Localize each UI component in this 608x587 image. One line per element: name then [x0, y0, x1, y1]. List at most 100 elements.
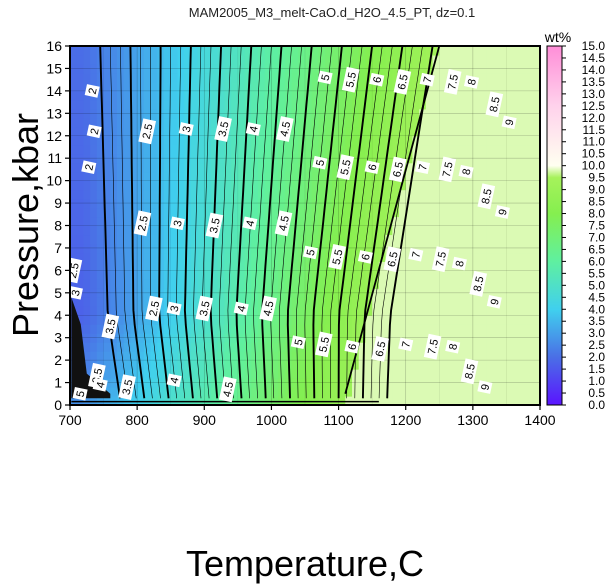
- field-cell: [385, 378, 393, 388]
- field-cell: [318, 216, 326, 227]
- colorbar-tick-label: 14.0: [582, 63, 606, 77]
- field-cell: [419, 126, 427, 137]
- field-cell: [338, 144, 346, 155]
- field-cell: [103, 117, 111, 128]
- field-cell: [519, 315, 528, 325]
- field-cell: [358, 207, 367, 218]
- field-cell: [432, 63, 440, 74]
- field-cell: [164, 81, 172, 92]
- contour-line: [110, 46, 129, 399]
- field-cell: [90, 324, 98, 334]
- field-cell: [305, 189, 313, 200]
- field-cell: [110, 144, 118, 155]
- contour-label-text: 5.5: [339, 159, 354, 176]
- field-cell: [506, 387, 514, 397]
- field-cell: [264, 396, 273, 405]
- field-cell: [385, 54, 393, 65]
- field-cell: [130, 324, 138, 334]
- field-cell: [499, 351, 508, 361]
- field-cell: [493, 135, 501, 146]
- field-cell: [117, 90, 125, 101]
- field-cell: [204, 351, 212, 361]
- field-cell: [130, 225, 138, 236]
- field-cell: [278, 99, 286, 110]
- field-cell: [499, 252, 508, 262]
- field-cell: [244, 234, 252, 245]
- field-cell: [305, 99, 313, 110]
- field-cell: [110, 72, 118, 83]
- field-cell: [271, 387, 279, 397]
- field-cell: [499, 369, 508, 379]
- field-cell: [90, 297, 98, 307]
- field-cell: [452, 252, 461, 262]
- field-cell: [533, 261, 540, 271]
- field-cell: [96, 396, 105, 405]
- contour-label-text: 4: [95, 381, 108, 389]
- field-cell: [117, 117, 125, 128]
- field-cell: [459, 207, 467, 218]
- contour-label-text: 4.5: [278, 120, 293, 137]
- field-cell: [70, 180, 78, 191]
- field-cell: [204, 234, 212, 245]
- field-cell: [452, 243, 461, 254]
- field-cell: [90, 171, 98, 182]
- field-cell: [425, 144, 434, 155]
- field-cell: [76, 117, 85, 128]
- field-cell: [513, 135, 521, 146]
- field-cell: [271, 198, 279, 209]
- field-cell: [338, 351, 346, 361]
- field-cell: [190, 306, 199, 316]
- field-cell: [170, 234, 179, 245]
- field-cell: [493, 243, 501, 254]
- y-tick-label: 12: [46, 128, 62, 144]
- field-cell: [110, 117, 118, 128]
- field-cell: [358, 333, 367, 343]
- contour-label: 5.5: [336, 154, 355, 181]
- field-cell: [519, 396, 528, 405]
- field-cell: [217, 270, 226, 280]
- field-cell: [311, 198, 320, 209]
- field-cell: [392, 63, 400, 74]
- field-cell: [231, 234, 239, 245]
- field-cell: [224, 99, 232, 110]
- field-cell: [237, 360, 246, 370]
- field-cell: [358, 198, 367, 209]
- field-cell: [110, 279, 118, 289]
- field-cell: [197, 234, 205, 245]
- field-cell: [258, 153, 266, 164]
- contour-label-text: 5: [305, 248, 318, 256]
- y-tick-label: 2: [54, 352, 62, 368]
- field-cell: [399, 306, 407, 316]
- field-cell: [419, 324, 427, 334]
- field-cell: [170, 72, 179, 83]
- field-cell: [184, 279, 192, 289]
- field-cell: [305, 162, 313, 173]
- field-cell: [251, 46, 259, 56]
- field-cell: [258, 72, 266, 83]
- field-cell: [244, 225, 252, 236]
- field-cell: [237, 72, 246, 83]
- field-cell: [157, 252, 165, 262]
- field-cell: [513, 369, 521, 379]
- field-cell: [90, 396, 98, 405]
- field-cell: [291, 387, 299, 397]
- field-cell: [96, 279, 105, 289]
- field-cell: [278, 54, 286, 65]
- field-cell: [117, 261, 125, 271]
- field-cell: [325, 46, 333, 56]
- field-cell: [90, 261, 98, 271]
- field-cell: [446, 189, 454, 200]
- field-cell: [291, 63, 299, 74]
- field-cell: [90, 351, 98, 361]
- field-cell: [204, 207, 212, 218]
- field-cell: [425, 288, 434, 298]
- field-cell: [177, 171, 185, 182]
- field-cell: [190, 54, 199, 65]
- field-cell: [298, 63, 306, 74]
- field-cell: [278, 270, 286, 280]
- field-cell: [177, 46, 185, 56]
- field-cell: [513, 153, 521, 164]
- field-cell: [184, 63, 192, 74]
- field-cell: [217, 171, 226, 182]
- contour-line: [99, 46, 121, 399]
